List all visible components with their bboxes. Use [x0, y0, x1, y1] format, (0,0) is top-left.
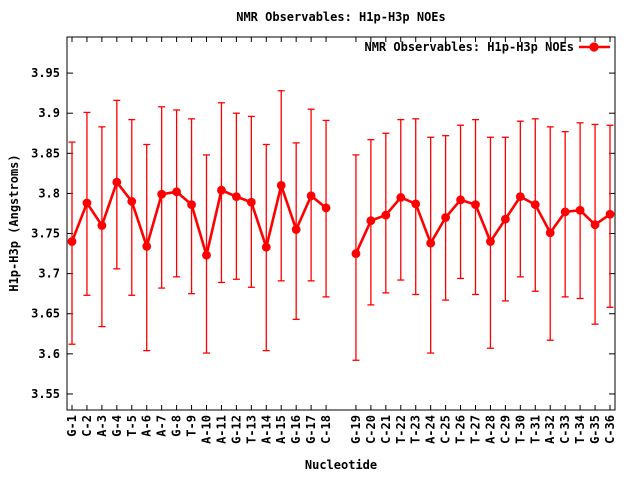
data-point-T-31	[530, 200, 540, 210]
x-tick-label-C-20: C-20	[364, 415, 378, 444]
plot-border	[66, 36, 616, 411]
data-point-A-6	[142, 241, 152, 251]
data-point-G-1	[67, 237, 77, 246]
data-point-C-20	[366, 216, 376, 226]
data-point-G-35	[590, 220, 600, 230]
x-tick-label-A-14: A-14	[259, 415, 273, 444]
x-tick-label-C-18: C-18	[319, 415, 333, 444]
legend-series-marker-icon	[579, 42, 610, 52]
x-tick-label-G-16: G-16	[289, 415, 303, 444]
data-point-A-28	[486, 237, 495, 246]
y-tick-label: 3.55	[31, 387, 60, 401]
x-tick-label-C-33: C-33	[558, 415, 572, 444]
data-point-A-7	[157, 189, 167, 199]
x-tick-label-A-24: A-24	[424, 415, 438, 444]
x-tick-label-C-36: C-36	[603, 415, 617, 444]
data-point-T-23	[411, 199, 421, 209]
data-point-C-29	[500, 214, 510, 224]
x-tick-label-T-30: T-30	[513, 415, 527, 444]
data-point-A-24	[426, 238, 436, 248]
x-tick-label-G-17: G-17	[304, 415, 318, 444]
data-point-C-36	[605, 209, 615, 219]
x-tick-label-T-9: T-9	[185, 415, 199, 437]
data-point-G-17	[306, 191, 316, 201]
x-tick-label-T-13: T-13	[244, 415, 258, 444]
x-tick-label-C-25: C-25	[439, 415, 453, 444]
x-tick-label-A-32: A-32	[543, 415, 557, 444]
data-point-T-27	[471, 200, 480, 210]
x-tick-label-G-1: G-1	[65, 415, 79, 437]
x-tick-label-G-12: G-12	[229, 415, 243, 444]
x-tick-label-A-7: A-7	[155, 415, 169, 437]
data-point-T-26	[456, 195, 465, 205]
x-tick-label-T-31: T-31	[528, 415, 542, 444]
data-point-T-30	[515, 192, 525, 202]
x-tick-label-C-29: C-29	[498, 415, 512, 444]
x-tick-label-A-10: A-10	[200, 415, 214, 444]
x-tick-label-G-19: G-19	[349, 415, 363, 444]
data-point-T-34	[575, 205, 585, 215]
legend-label: NMR Observables: H1p-H3p NOEs	[364, 40, 574, 54]
series-line-segment-2	[354, 194, 611, 255]
data-point-C-21	[381, 210, 391, 220]
y-tick-label: 3.65	[31, 307, 60, 321]
x-tick-label-A-3: A-3	[95, 415, 109, 437]
x-tick-label-T-22: T-22	[394, 415, 408, 444]
y-tick-label: 3.7	[38, 267, 60, 281]
x-tick-label-G-4: G-4	[110, 415, 124, 437]
data-point-A-32	[545, 228, 555, 238]
x-tick-label-T-23: T-23	[409, 415, 423, 444]
data-point-C-33	[560, 207, 570, 217]
data-point-C-2	[82, 198, 92, 208]
chart-title: NMR Observables: H1p-H3p NOEs	[236, 10, 446, 24]
data-point-A-11	[217, 185, 226, 195]
x-tick-label-A-6: A-6	[140, 415, 154, 437]
data-point-A-15	[276, 180, 286, 190]
data-point-G-16	[291, 225, 301, 234]
x-tick-label-A-15: A-15	[274, 415, 288, 444]
data-point-C-18	[321, 203, 331, 213]
y-tick-label: 3.6	[38, 347, 60, 361]
data-point-A-10	[202, 250, 211, 260]
x-tick-label-A-28: A-28	[483, 415, 497, 444]
x-tick-label-C-21: C-21	[379, 415, 393, 444]
data-point-T-5	[127, 197, 137, 206]
series-line-segment-1	[70, 179, 327, 261]
legend: NMR Observables: H1p-H3p NOEs	[364, 41, 610, 53]
x-tick-label-G-35: G-35	[588, 415, 602, 444]
data-point-C-25	[441, 213, 451, 222]
y-tick-label: 3.95	[31, 66, 60, 80]
x-tick-label-G-8: G-8	[170, 415, 184, 437]
data-point-T-22	[396, 193, 406, 202]
data-point-G-19	[351, 249, 361, 258]
data-point-G-4	[112, 177, 122, 187]
y-tick-label: 3.9	[38, 106, 60, 120]
data-point-A-3	[97, 221, 107, 230]
data-point-G-12	[231, 192, 241, 202]
y-tick-label: 3.8	[38, 186, 60, 200]
x-tick-label-C-2: C-2	[80, 415, 94, 437]
x-tick-label-T-5: T-5	[125, 415, 139, 437]
y-tick-label: 3.85	[31, 146, 60, 160]
data-point-G-8	[172, 187, 182, 197]
x-axis-label: Nucleotide	[304, 458, 378, 472]
data-point-A-14	[261, 242, 271, 252]
x-tick-label-T-27: T-27	[469, 415, 483, 444]
data-point-T-9	[187, 200, 196, 210]
data-point-T-13	[246, 197, 256, 207]
y-tick-label: 3.75	[31, 227, 60, 241]
x-tick-label-T-34: T-34	[573, 415, 587, 444]
x-tick-label-A-11: A-11	[214, 415, 228, 444]
x-tick-label-T-26: T-26	[454, 415, 468, 444]
